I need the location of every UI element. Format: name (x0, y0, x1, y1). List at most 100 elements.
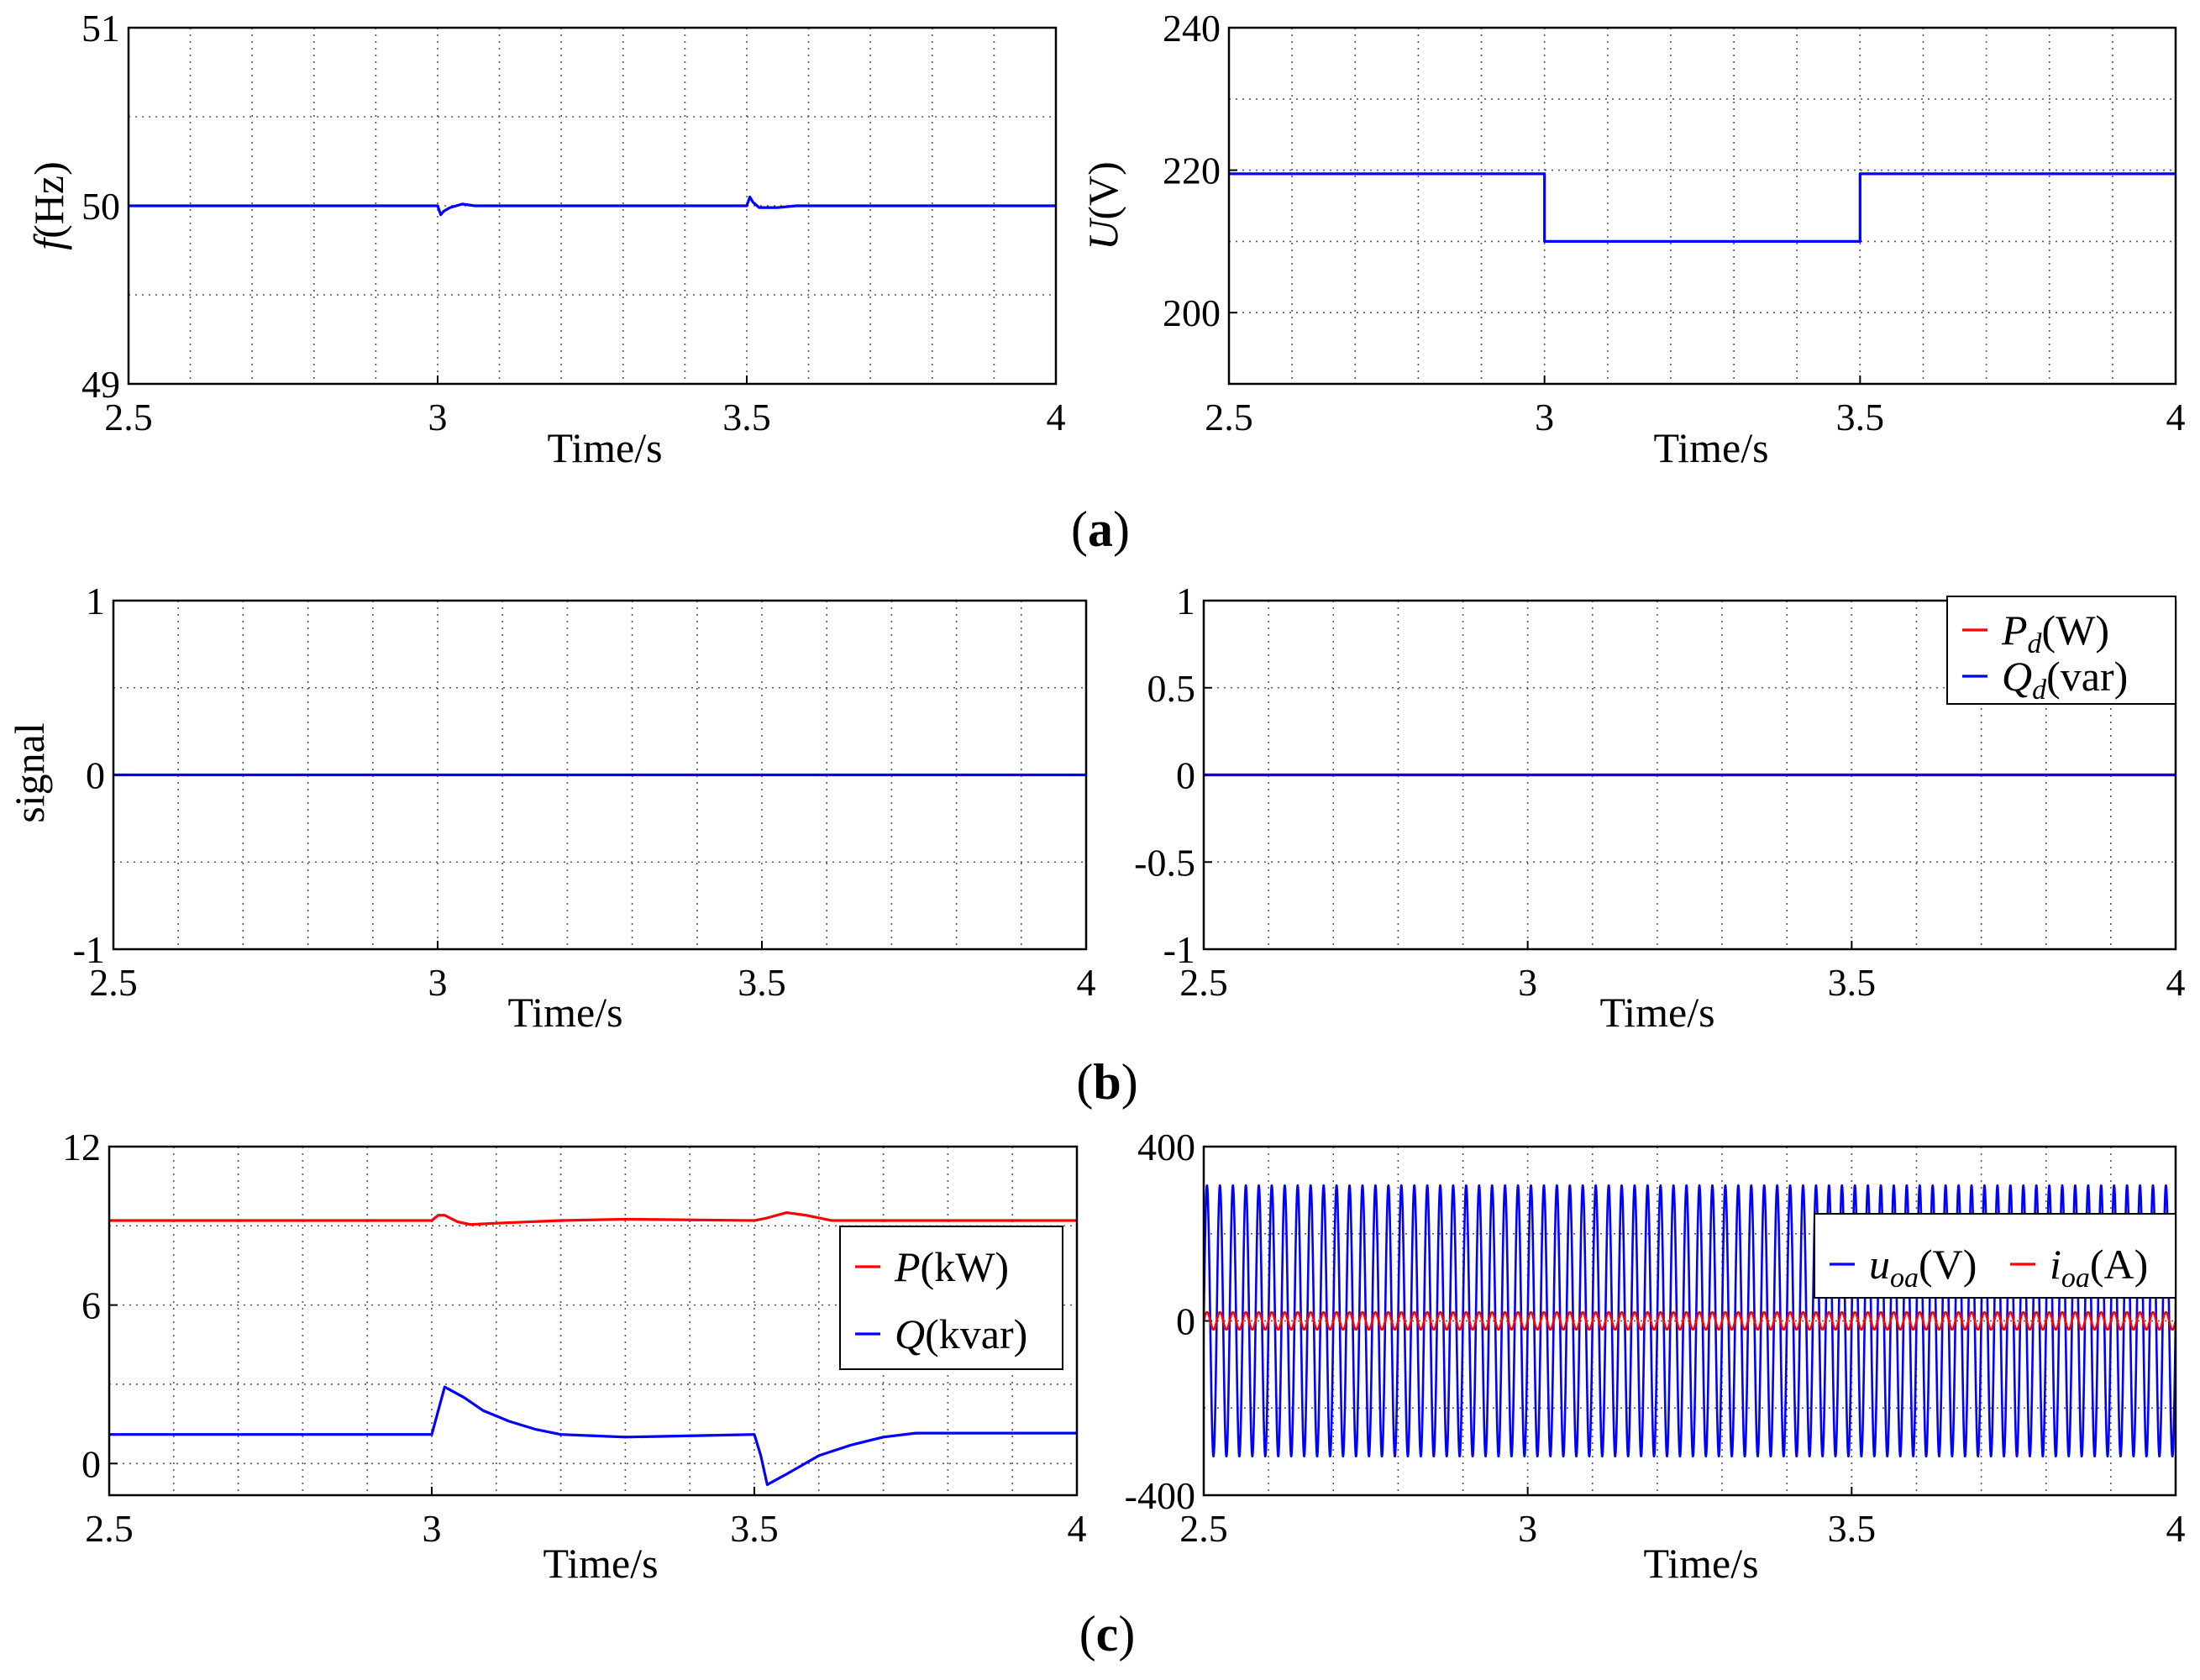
legend-label: Pd(W) (2001, 606, 2109, 659)
y-tick-label: 200 (1163, 291, 1221, 334)
panel-a-left: f(Hz) Time/s (25, 161, 663, 471)
x-tick-label: 3 (428, 961, 448, 1004)
ylabel-f-unit: (Hz) (25, 161, 72, 239)
panel-c-left: Time/s (543, 1540, 658, 1587)
x-tick-label: 3.5 (722, 396, 771, 438)
chart-b-right: 2.5 3 3.5 4 -1 -0.5 0 0.5 1 Pd(W)Qd(var) (1134, 580, 2185, 1004)
x-tick-label: 3 (1535, 396, 1554, 438)
legend-box (1814, 1213, 2176, 1299)
chart-c-right: 2.5 3 3.5 4 -400 0 400 uoa(V) ioa(A) (1125, 1126, 2186, 1550)
y-tick-label: -400 (1125, 1474, 1195, 1517)
xlabel: Time/s (1653, 424, 1768, 471)
legend-box (1946, 596, 2176, 705)
panel-b-left: signal Time/s (6, 722, 623, 1036)
series-line-ioaa (1204, 1310, 2176, 1331)
x-tick-label: 3.5 (730, 1507, 779, 1550)
ylabel-f: f(Hz) (25, 161, 72, 250)
y-tick-label: 0 (86, 754, 105, 797)
y-tick-label: 1 (86, 580, 105, 622)
series-line-u (1229, 172, 2176, 243)
xlabel: Time/s (547, 424, 662, 471)
legend-label: uoa(V) (1869, 1241, 1977, 1294)
plot-frame (127, 26, 1058, 386)
x-tick-label: 3 (1518, 961, 1537, 1004)
x-tick-label: 2.5 (89, 961, 138, 1004)
x-tick-label: 3 (423, 1507, 442, 1550)
legend-label: Q(kvar) (895, 1310, 1027, 1357)
y-tick-label: -1 (1163, 928, 1195, 971)
x-tick-label: 4 (2166, 396, 2186, 438)
legend: Pd(W)Qd(var) (1946, 596, 2176, 706)
x-tick-label: 2.5 (1179, 1507, 1228, 1550)
ylabel-u: U(V) (1079, 161, 1126, 250)
legend-label: Qd(var) (2002, 653, 2128, 706)
ylabel-u-main: U (1079, 218, 1126, 250)
x-tick-label: 3 (428, 396, 448, 438)
xlabel: Time/s (543, 1540, 658, 1587)
x-tick-label: 2.5 (1205, 396, 1253, 438)
y-tick-label: -0.5 (1134, 841, 1195, 884)
y-tick-label: 6 (81, 1284, 101, 1327)
y-tick-label: 0 (1176, 754, 1195, 797)
y-tick-label: 0 (1176, 1300, 1195, 1343)
series-group (129, 195, 1056, 217)
chart-a-right: 2.5 3 3.5 4 200 220 240 (1163, 7, 2186, 438)
y-tick-label: 49 (81, 363, 120, 406)
chart-a-left: 2.5 3 3.5 4 49 50 51 (81, 7, 1066, 438)
panel-c-right: Time/s (1643, 1540, 1758, 1587)
legend: uoa(V) ioa(A) (1814, 1213, 2176, 1299)
legend-box (839, 1226, 1063, 1370)
x-tick-label: 4 (1068, 1507, 1087, 1550)
x-tick-label: 4 (1047, 396, 1066, 438)
plot-frame (108, 1145, 1079, 1497)
y-tick-label: 0.5 (1147, 667, 1196, 710)
y-tick-label: 0 (81, 1442, 101, 1485)
x-tick-label: 3.5 (1828, 1507, 1877, 1550)
series-line-f (129, 195, 1056, 217)
plot-frame (1202, 599, 2177, 951)
caption-b: (b) (1076, 1054, 1137, 1110)
y-tick-label: 240 (1163, 7, 1221, 50)
xlabel: Time/s (1643, 1540, 1758, 1587)
y-tick-label: -1 (73, 928, 105, 971)
legend-label: P(kW) (894, 1243, 1009, 1290)
series-group (1204, 1184, 2176, 1458)
series-line-pkw (109, 1210, 1077, 1226)
series-line-qkvar (109, 1385, 1077, 1487)
ylabel-u-unit: (V) (1079, 161, 1126, 219)
x-tick-label: 4 (1077, 961, 1096, 1004)
caption-a: (a) (1071, 501, 1130, 557)
x-tick-label: 4 (2166, 1507, 2186, 1550)
x-tick-label: 3.5 (1836, 396, 1885, 438)
y-tick-label: 220 (1163, 150, 1221, 192)
legend-label: ioa(A) (2050, 1241, 2148, 1294)
caption-c: (c) (1079, 1606, 1136, 1662)
plot-frame (1227, 26, 2177, 386)
panel-a-right: U(V) Time/s (1079, 161, 1769, 471)
grid (1228, 27, 2176, 385)
x-tick-label: 3.5 (1828, 961, 1877, 1004)
y-tick-label: 51 (81, 7, 120, 50)
plot-frame (1202, 1145, 2177, 1497)
x-tick-label: 3.5 (738, 961, 786, 1004)
y-tick-label: 50 (81, 185, 120, 228)
plot-frame (112, 599, 1088, 951)
x-tick-label: 2.5 (85, 1507, 134, 1550)
x-tick-label: 2.5 (1179, 961, 1228, 1004)
panel-b-right: Time/s (1599, 989, 1714, 1036)
legend: P(kW) Q(kvar) (839, 1226, 1063, 1370)
y-tick-label: 12 (62, 1126, 101, 1168)
series-group (1229, 172, 2176, 243)
x-tick-label: 2.5 (104, 396, 153, 438)
x-tick-label: 3 (1518, 1507, 1537, 1550)
y-tick-label: 400 (1137, 1126, 1195, 1168)
ylabel-signal: signal (6, 722, 53, 822)
series-group (109, 1210, 1077, 1487)
xlabel: Time/s (1599, 989, 1714, 1036)
svg-text:f(Hz): f(Hz) (25, 161, 72, 250)
chart-c-left: 2.5 3 3.5 4 0 6 12 P(kW) Q(kvar) (62, 1126, 1087, 1550)
chart-b-left: 2.5 3 3.5 4 -1 0 1 (73, 580, 1096, 1004)
x-tick-label: 4 (2166, 961, 2186, 1004)
